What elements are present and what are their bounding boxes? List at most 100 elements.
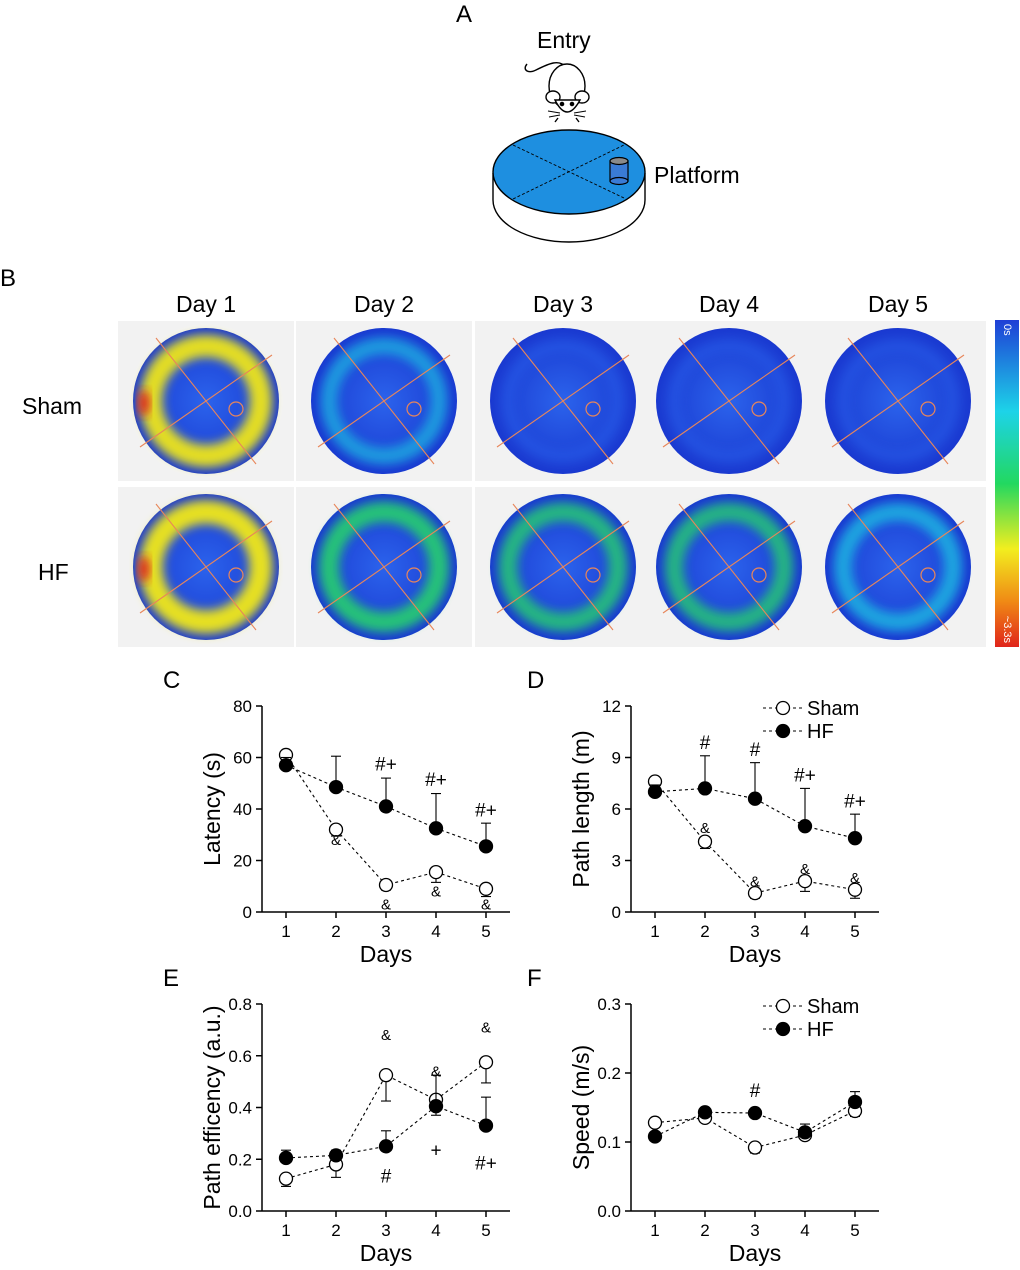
significance-mark: & <box>431 884 441 901</box>
significance-mark: & <box>481 896 491 913</box>
panel-letter: F <box>527 965 542 992</box>
data-point-hf <box>747 791 763 806</box>
series-line-sham <box>285 1061 487 1180</box>
data-point-hf <box>647 784 663 799</box>
data-point-hf <box>478 839 494 854</box>
heatmap-hotspot <box>138 390 150 416</box>
y-tick-label: 20 <box>233 852 252 871</box>
heatmap-sham-day1 <box>118 321 294 481</box>
significance-mark: #+ <box>794 766 816 787</box>
legend-label: Sham <box>807 996 859 1018</box>
data-point-sham <box>797 873 813 889</box>
data-point-hf <box>428 1099 444 1114</box>
significance-mark: & <box>700 820 710 837</box>
day-label: Day 3 <box>533 291 593 317</box>
data-point-hf <box>697 1105 713 1120</box>
legend-label: HF <box>807 721 834 743</box>
platform-marker <box>920 567 936 583</box>
chart-e: E 0.0 0.2 0.4 0.6 0.8 1 2 3 4 5 Days Path efficency … <box>163 965 510 1266</box>
data-point-sham <box>278 1171 294 1186</box>
mouse-head <box>553 99 582 113</box>
y-axis-label: Path efficency (a.u.) <box>199 1005 225 1209</box>
x-tick-label: 5 <box>850 1221 859 1240</box>
colorbar-gradient <box>995 320 1019 647</box>
heatmap-sham-day3 <box>475 321 651 481</box>
heatmap-ring <box>318 501 450 633</box>
significance-mark: & <box>431 1063 441 1080</box>
platform-marker <box>751 567 767 583</box>
platform-marker <box>585 401 601 417</box>
significance-mark: & <box>850 870 860 887</box>
heatmap-ring <box>320 337 448 465</box>
heatmap-hf-day2 <box>296 487 472 647</box>
series-line-hf <box>285 1105 487 1159</box>
data-point-sham <box>428 864 444 880</box>
quadrant-line <box>317 354 451 448</box>
quadrant-line <box>512 144 625 200</box>
x-tick-label: 3 <box>381 922 390 941</box>
y-axis-label: Latency (s) <box>199 752 225 866</box>
heatmap-hotspot <box>138 556 150 582</box>
data-point-hf <box>378 1139 394 1154</box>
quadrant-line <box>139 354 273 448</box>
panel-letter: E <box>163 965 179 992</box>
heatmap-sham-day4 <box>641 321 817 481</box>
y-tick-label: 0.3 <box>597 995 621 1014</box>
significance-mark: # <box>700 733 711 754</box>
day-label: Day 1 <box>176 291 236 317</box>
data-point-hf <box>747 1105 763 1121</box>
quadrant-line <box>662 354 796 448</box>
legend-marker <box>775 723 791 739</box>
heatmap-hf-day3 <box>475 487 651 647</box>
x-tick-label: 5 <box>481 1221 490 1240</box>
heatmap-ring <box>833 502 963 632</box>
y-tick-label: 0.4 <box>228 1099 252 1118</box>
platform-marker <box>920 401 936 417</box>
group-label-hf: HF <box>38 559 69 585</box>
group-label-sham: Sham <box>22 393 82 419</box>
y-tick-label: 0.2 <box>228 1150 252 1169</box>
data-point-hf <box>328 779 344 795</box>
x-axis-label: Days <box>360 941 412 967</box>
x-tick-label: 4 <box>431 1221 440 1240</box>
y-tick-label: 3 <box>612 852 621 871</box>
legend-label: HF <box>807 1019 834 1041</box>
data-point-hf <box>328 1148 344 1163</box>
x-tick-label: 1 <box>281 1221 290 1240</box>
mouse-tail <box>524 61 567 73</box>
mouse-eye-right <box>569 101 575 107</box>
quadrant-line <box>831 354 965 448</box>
data-point-sham <box>847 882 863 897</box>
data-point-sham <box>697 834 713 849</box>
y-tick-label: 80 <box>233 697 252 716</box>
x-tick-label: 3 <box>750 1221 759 1240</box>
heatmap-ring <box>501 339 625 463</box>
data-point-hf <box>428 821 444 836</box>
data-point-hf <box>797 1125 813 1140</box>
y-axis-label: Speed (m/s) <box>568 1045 594 1170</box>
data-point-hf <box>647 1129 663 1144</box>
significance-mark: & <box>800 861 810 878</box>
significance-mark: # <box>750 740 761 761</box>
quadrant-line <box>831 520 965 614</box>
series-line-hf <box>654 1101 856 1137</box>
heatmap-hf-day4 <box>641 487 817 647</box>
x-tick-label: 1 <box>281 922 290 941</box>
y-tick-label: 6 <box>612 800 621 819</box>
data-point-hf <box>378 799 394 814</box>
data-point-sham <box>378 877 394 893</box>
x-axis-label: Days <box>729 941 781 967</box>
significance-mark: #+ <box>844 791 866 812</box>
y-tick-label: 0.0 <box>597 1202 621 1221</box>
x-tick-label: 5 <box>481 922 490 941</box>
x-tick-label: 3 <box>381 1221 390 1240</box>
data-point-hf <box>697 781 713 796</box>
y-tick-label: 0.1 <box>597 1133 621 1152</box>
platform-label: Platform <box>654 162 740 188</box>
significance-mark: #+ <box>375 754 397 775</box>
y-tick-label: 0.2 <box>597 1064 621 1083</box>
significance-mark: & <box>381 896 391 913</box>
quadrant-line <box>317 520 451 614</box>
